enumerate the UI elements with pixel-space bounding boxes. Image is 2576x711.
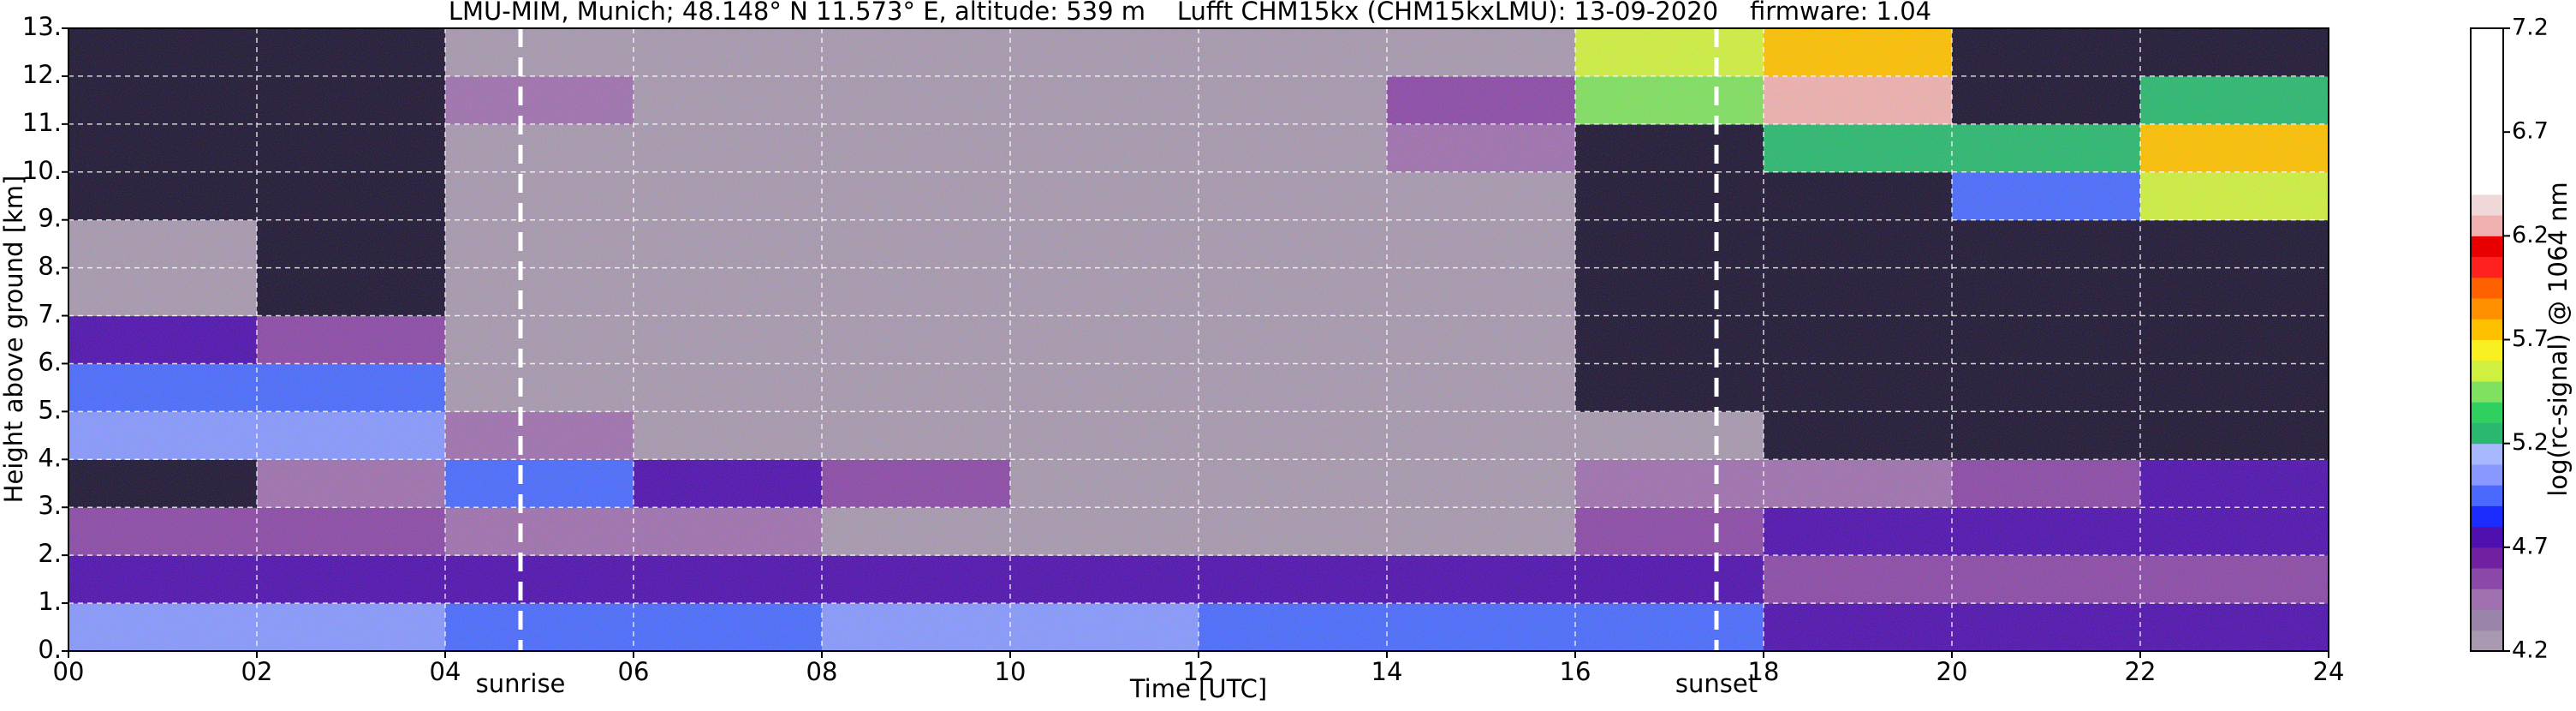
y-tick-label: 9. bbox=[38, 204, 62, 233]
x-tick-label: 20 bbox=[1936, 657, 1968, 686]
y-tick-label: 4. bbox=[38, 443, 62, 472]
colorbar-segment bbox=[2471, 319, 2503, 340]
colorbar-segment bbox=[2471, 422, 2503, 445]
colorbar-segment bbox=[2471, 526, 2503, 548]
colorbar-tick-label: 6.2 bbox=[2512, 222, 2549, 248]
colorbar-segment bbox=[2471, 630, 2503, 652]
colorbar-segment bbox=[2471, 589, 2503, 611]
colorbar-segment bbox=[2471, 28, 2503, 50]
colorbar-segment bbox=[2471, 194, 2503, 216]
colorbar-tick-label: 5.2 bbox=[2512, 429, 2549, 456]
colorbar-tick-label: 4.7 bbox=[2512, 533, 2549, 559]
colorbar-segment bbox=[2471, 485, 2503, 506]
y-tick-label: 3. bbox=[38, 491, 62, 520]
colorbar-tick-label: 4.2 bbox=[2512, 637, 2549, 664]
x-tick-label: 02 bbox=[241, 657, 273, 686]
colorbar-tick-label: 5.7 bbox=[2512, 326, 2549, 352]
x-tick-label: 14 bbox=[1371, 657, 1403, 686]
y-tick-label: 7. bbox=[38, 300, 62, 329]
x-tick-label: 00 bbox=[53, 657, 85, 686]
annotation-label: sunrise bbox=[476, 669, 566, 698]
colorbar-segment bbox=[2471, 547, 2503, 569]
colorbar-segment bbox=[2471, 132, 2503, 153]
colorbar-segment bbox=[2471, 298, 2503, 320]
x-tick-label: 04 bbox=[430, 657, 461, 686]
y-tick-label: 8. bbox=[38, 252, 62, 281]
colorbar-segment bbox=[2471, 339, 2503, 361]
colorbar-segment bbox=[2471, 152, 2503, 175]
colorbar-segment bbox=[2471, 380, 2503, 403]
colorbar-segment bbox=[2471, 443, 2503, 465]
y-tick-label: 11. bbox=[22, 108, 62, 137]
x-tick-label: 08 bbox=[806, 657, 838, 686]
x-tick-label: 12 bbox=[1183, 657, 1215, 686]
chart-title: LMU-MIM, Munich; 48.148° N 11.573° E, al… bbox=[449, 0, 1931, 26]
y-tick-label: 5. bbox=[38, 395, 62, 424]
y-tick-label: 12. bbox=[22, 60, 62, 89]
colorbar-segment bbox=[2471, 277, 2503, 299]
colorbar-segment bbox=[2471, 505, 2503, 528]
colorbar-segment bbox=[2471, 69, 2503, 92]
overlay bbox=[68, 27, 2329, 652]
x-axis-label: Time [UTC] bbox=[1129, 674, 1267, 703]
x-tick-label: 24 bbox=[2313, 657, 2345, 686]
colorbar-segment bbox=[2471, 360, 2503, 382]
y-tick-label: 1. bbox=[38, 587, 62, 616]
colorbar-segment bbox=[2471, 568, 2503, 589]
colorbar-label: log(rc-signal) @ 1064 nm bbox=[2543, 182, 2573, 496]
colorbar-segment bbox=[2471, 402, 2503, 423]
x-tick-label: 18 bbox=[1748, 657, 1780, 686]
colorbar-segment bbox=[2471, 463, 2503, 486]
x-tick-label: 22 bbox=[2125, 657, 2157, 686]
y-axis-label: Height above ground [km] bbox=[0, 176, 28, 504]
x-tick-label: 16 bbox=[1560, 657, 1591, 686]
colorbar-segment bbox=[2471, 215, 2503, 236]
y-tick-label: 13. bbox=[22, 12, 62, 41]
colorbar-segment bbox=[2471, 609, 2503, 631]
y-tick-label: 0. bbox=[38, 635, 62, 664]
colorbar-segment bbox=[2471, 256, 2503, 278]
colorbar-segment bbox=[2471, 173, 2503, 195]
colorbar-tick-label: 7.2 bbox=[2512, 15, 2549, 41]
colorbar-segment bbox=[2471, 49, 2503, 70]
y-tick-label: 10. bbox=[22, 156, 62, 185]
y-tick-label: 2. bbox=[38, 539, 62, 568]
colorbar-segment bbox=[2471, 90, 2503, 112]
x-tick-label: 10 bbox=[995, 657, 1026, 686]
x-tick-label: 06 bbox=[618, 657, 650, 686]
colorbar-segment bbox=[2471, 111, 2503, 133]
colorbar-segment bbox=[2471, 236, 2503, 258]
colorbar-tick-label: 6.7 bbox=[2512, 118, 2549, 145]
y-tick-label: 6. bbox=[38, 347, 62, 376]
annotation-label: sunset bbox=[1675, 669, 1758, 698]
